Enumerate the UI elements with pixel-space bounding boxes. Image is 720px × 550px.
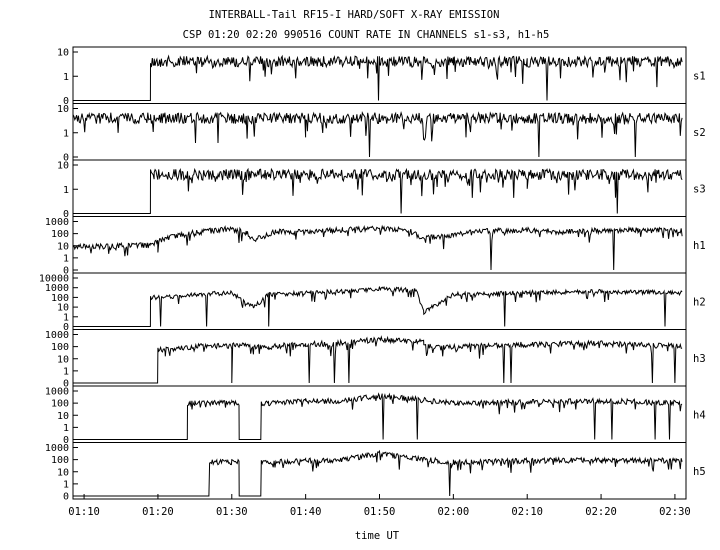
x-axis-label: time UT [355,530,400,542]
panel-label-h3: h3 [693,353,706,365]
y-tick-label: 1 [63,479,69,490]
y-tick-label: 1000 [45,443,69,454]
y-tick-label: 100 [51,229,69,240]
series-h5 [73,449,683,497]
x-tick-label: 02:30 [659,506,691,518]
y-tick-label: 10 [57,161,69,172]
y-tick-label: 1 [63,185,69,196]
panel-label-s1: s1 [693,70,706,82]
panel-label-s2: s2 [693,127,706,139]
y-tick-label: 0 [63,492,69,503]
y-tick-label: 0 [63,153,69,164]
y-tick-label: 1 [63,72,69,83]
y-tick-label: 1 [63,366,69,377]
y-tick-label: 10000 [39,274,69,285]
y-tick-label: 10 [57,241,69,252]
panel-frame [72,272,687,330]
panel-label-h4: h4 [693,409,706,421]
panel-label-s3: s3 [693,183,706,195]
y-tick-label: 1 [63,312,69,323]
chart-subtitle: CSP 01:20 02:20 990516 COUNT RATE IN CHA… [183,29,550,41]
panel-frame [72,103,687,161]
y-tick-label: 100 [51,455,69,466]
series-h2 [73,286,683,327]
y-tick-label: 100 [51,342,69,353]
series-s2 [72,110,683,158]
x-tick-label: 01:30 [216,506,248,518]
x-tick-label: 02:10 [511,506,543,518]
y-tick-label: 0 [63,322,69,333]
x-tick-label: 01:20 [142,506,174,518]
y-tick-label: 1 [63,423,69,434]
x-tick-label: 01:50 [364,506,396,518]
x-tick-label: 02:20 [585,506,617,518]
series-s1 [73,54,683,101]
y-tick-label: 0 [63,379,69,390]
y-tick-label: 1 [63,253,69,264]
y-tick-label: 1000 [45,283,69,294]
chart-title: INTERBALL-Tail RF15-I HARD/SOFT X-RAY EM… [209,9,500,21]
x-tick-label: 02:00 [438,506,470,518]
y-tick-label: 10 [57,354,69,365]
y-tick-label: 0 [63,209,69,220]
series-h3 [73,335,683,384]
panel-label-h5: h5 [693,466,706,478]
y-tick-label: 0 [63,435,69,446]
series-h4 [73,392,683,440]
y-tick-label: 10 [57,104,69,115]
panel-label-h2: h2 [693,296,706,308]
series-h1 [72,224,683,271]
y-tick-label: 1000 [45,217,69,228]
panel-label-h1: h1 [693,240,706,252]
x-tick-label: 01:40 [290,506,322,518]
y-tick-label: 100 [51,293,69,304]
y-tick-label: 10 [57,48,69,59]
y-tick-label: 1000 [45,330,69,341]
panels: 1010s11010s21010s310001001010h1100001000… [39,46,706,503]
panel-frame [72,216,687,274]
panel-frame [72,159,687,217]
y-tick-label: 10 [57,411,69,422]
x-axis: 01:10 01:20 01:30 01:40 01:50 02:00 02:10 02:20… [68,494,691,518]
y-tick-label: 10 [57,467,69,478]
y-tick-label: 100 [51,399,69,410]
y-tick-label: 1000 [45,387,69,398]
x-tick-label: 01:10 [68,506,100,518]
y-tick-label: 0 [63,266,69,277]
y-tick-label: 1 [63,128,69,139]
series-s3 [73,167,683,214]
y-tick-label: 10 [57,303,69,314]
y-tick-label: 0 [63,96,69,107]
